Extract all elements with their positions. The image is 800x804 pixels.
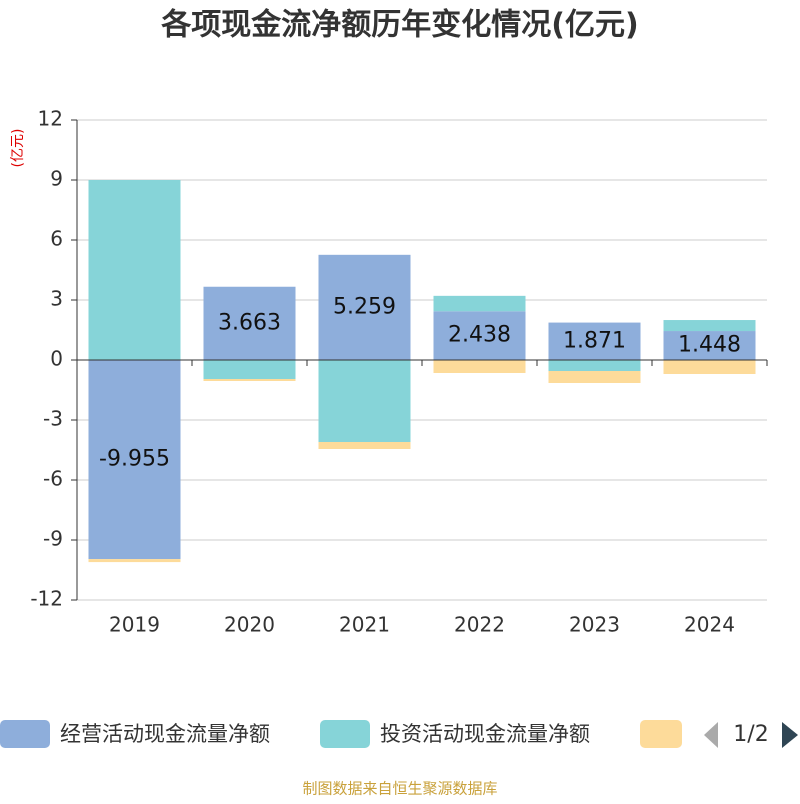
bar [203,286,296,360]
x-tick-label: 2019 [109,613,160,637]
x-tick-label: 2021 [339,613,390,637]
data-label: 3.663 [218,310,281,335]
bar [433,295,526,312]
legend-prev[interactable] [704,722,718,748]
bar [88,559,181,563]
legend-next[interactable] [782,722,798,748]
bar [203,360,296,379]
legend-swatch[interactable] [0,720,50,748]
data-label: 1.448 [678,333,741,358]
y-tick-label: 6 [50,227,63,251]
bar [663,320,756,332]
y-tick-label: -3 [43,407,63,431]
source-note: 制图数据来自恒生聚源数据库 [302,780,497,798]
y-tick-label: 9 [50,167,63,191]
y-tick-label: -6 [43,467,63,491]
bar [548,322,641,360]
bar [88,180,181,360]
bar [433,360,526,373]
bar [548,360,641,371]
legend-label[interactable]: 经营活动现金流量净额 [60,722,270,746]
data-label: -9.955 [99,447,170,472]
data-label: 1.871 [563,328,626,353]
data-label: 5.259 [333,294,396,319]
bar [548,371,641,383]
bar [88,360,181,560]
bar [663,360,756,374]
bar [318,442,411,449]
legend-swatch[interactable] [320,720,370,748]
y-tick-label: -9 [43,527,63,551]
y-tick-label: 12 [38,107,63,131]
x-tick-label: 2020 [224,613,275,637]
y-tick-label: 3 [50,287,63,311]
bar [318,360,411,442]
y-axis-label: (亿元) [10,129,26,168]
bar [433,311,526,360]
x-tick-label: 2024 [684,613,735,637]
legend-swatch[interactable] [640,720,682,748]
x-tick-label: 2022 [454,613,505,637]
y-tick-label: -12 [30,587,63,611]
bar [203,379,296,381]
bar [663,331,756,360]
bar [318,254,411,360]
chart-title: 各项现金流净额历年变化情况(亿元) [160,8,638,43]
data-label: 2.438 [448,323,511,348]
y-tick-label: 0 [50,347,63,371]
legend-page: 1/2 [733,722,768,747]
x-tick-label: 2023 [569,613,620,637]
legend-label[interactable]: 投资活动现金流量净额 [380,722,590,746]
